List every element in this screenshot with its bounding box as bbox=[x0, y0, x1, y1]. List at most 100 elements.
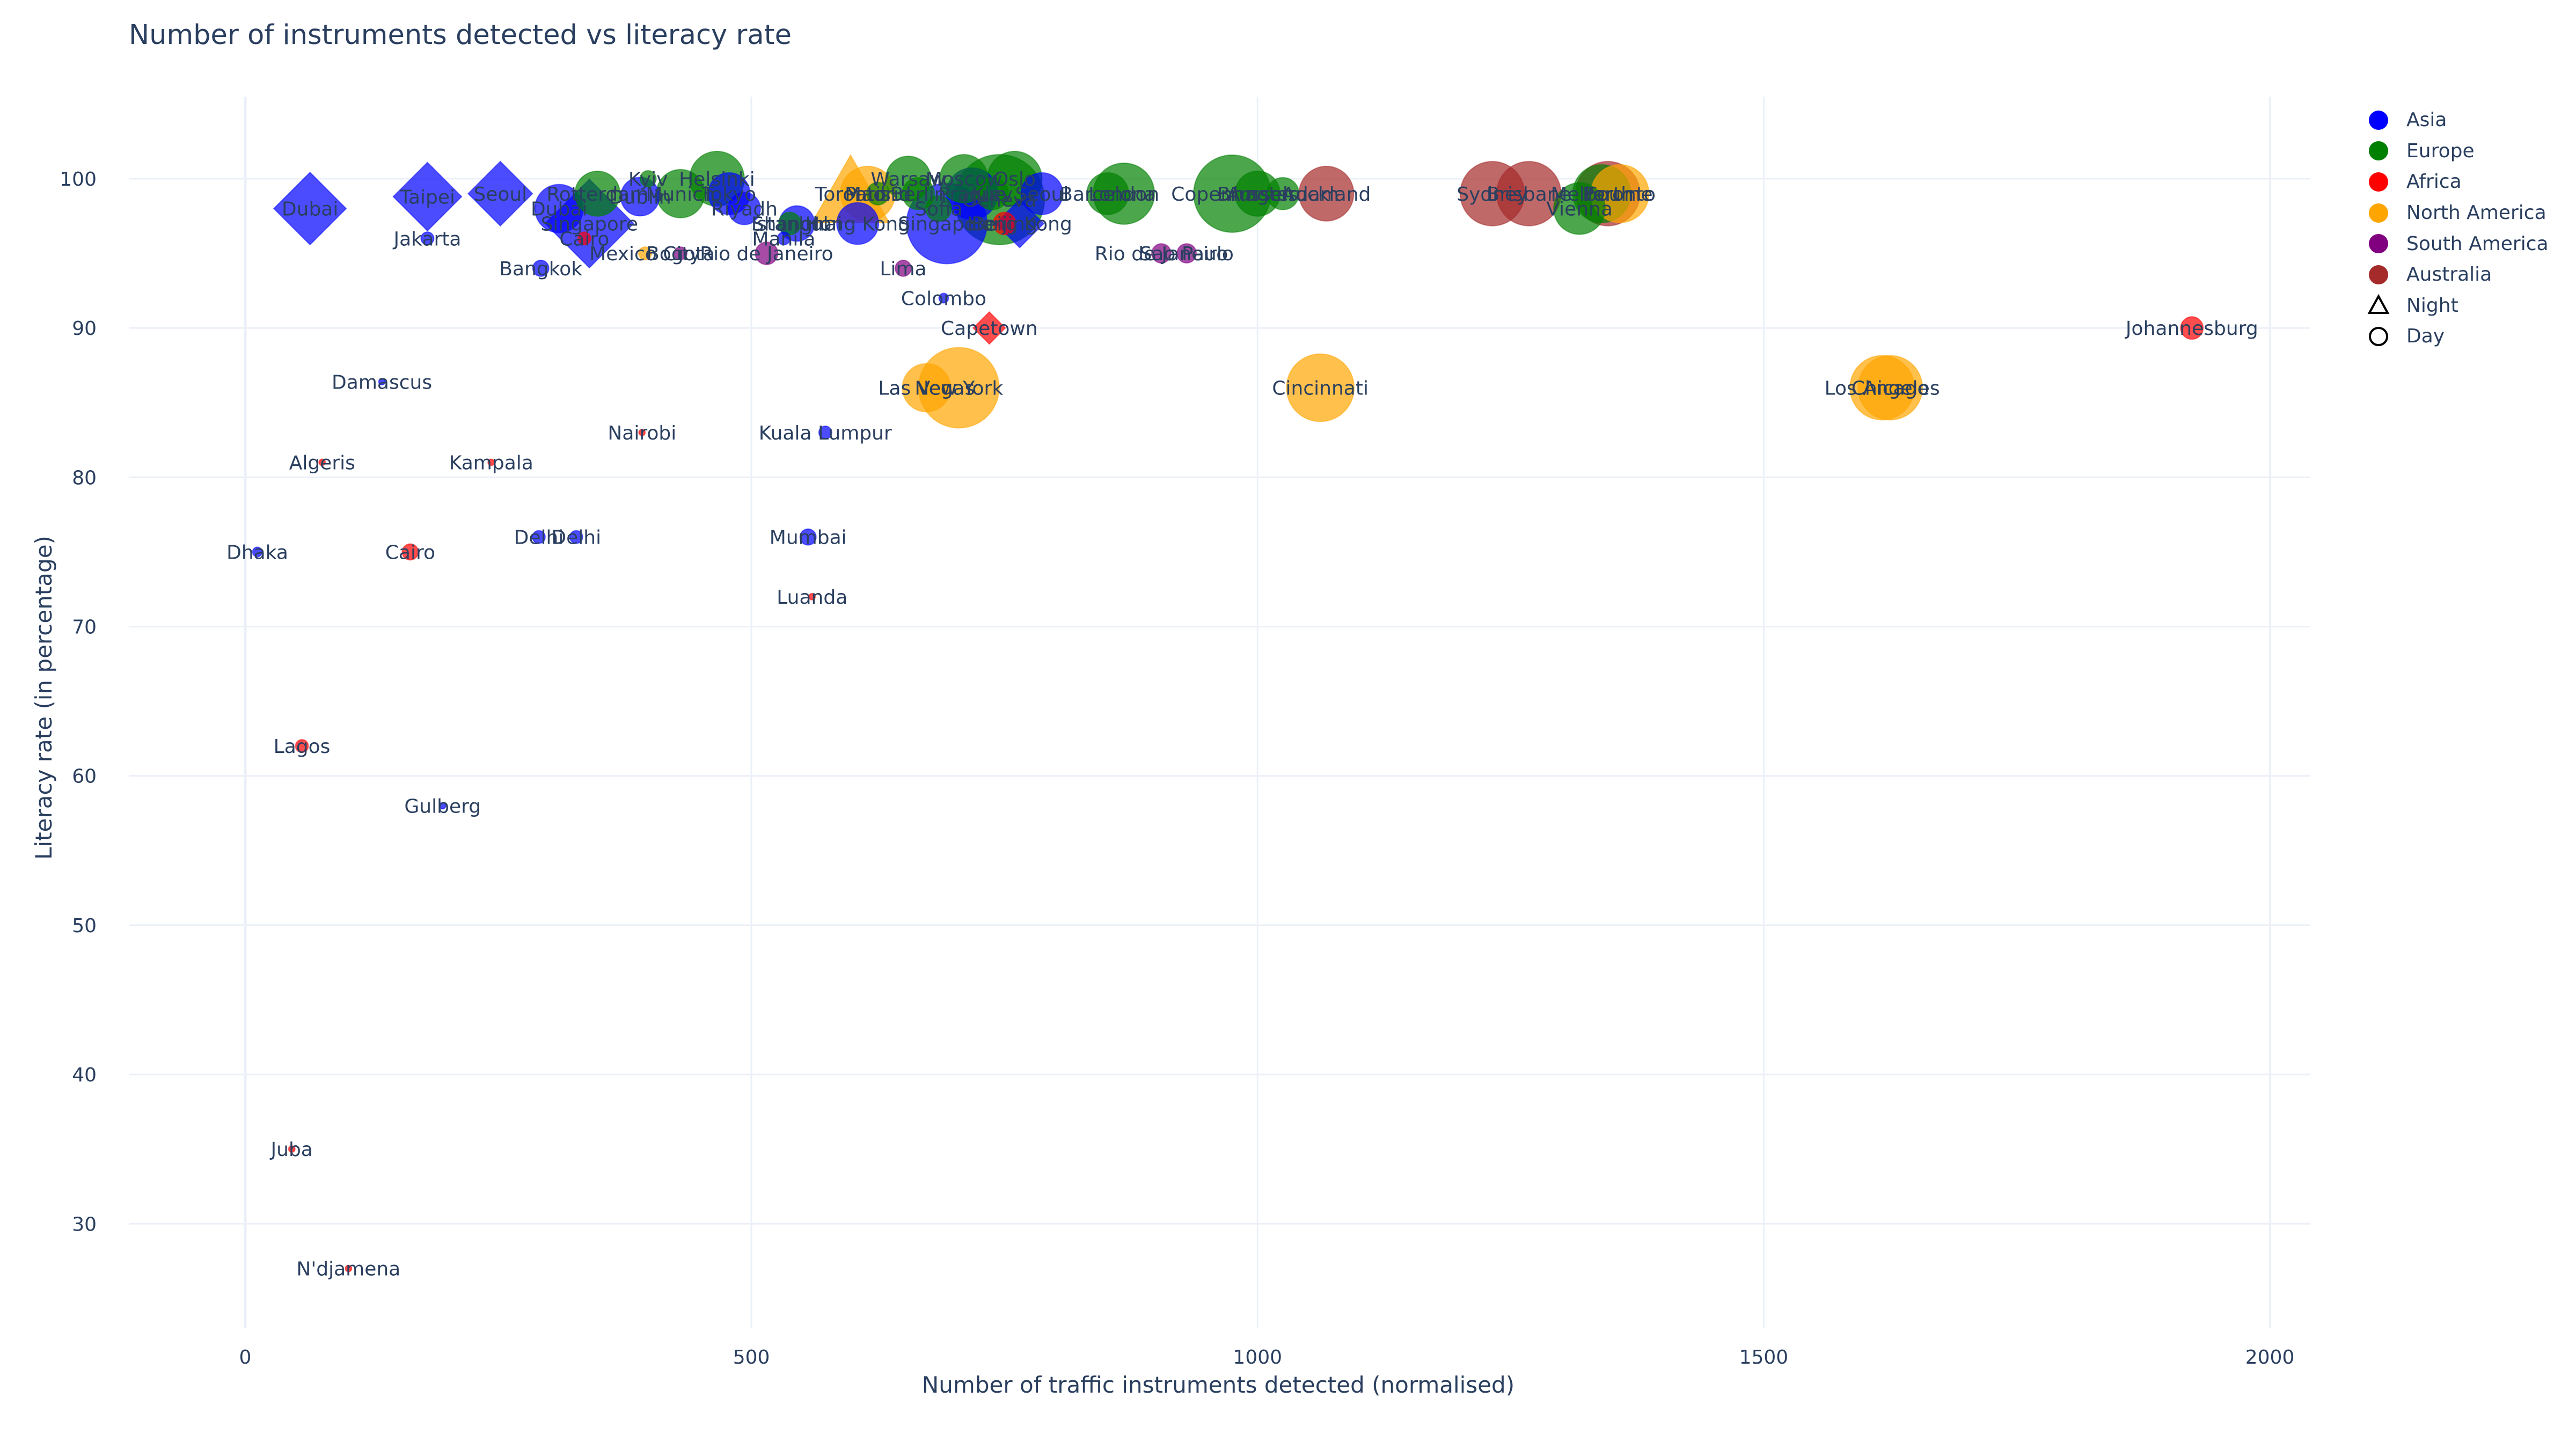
point-dubai-marker[interactable] bbox=[273, 171, 347, 246]
point-lagos-marker[interactable] bbox=[295, 739, 309, 753]
point-label-dhaka: Dhaka bbox=[226, 541, 288, 564]
point-label-dubai: Dubai bbox=[282, 199, 338, 221]
point-label-lima: Lima bbox=[880, 258, 926, 280]
point-johannesburg-marker[interactable] bbox=[2180, 316, 2204, 340]
point-istanbul-marker[interactable] bbox=[778, 211, 802, 236]
point-label-perth: Perth bbox=[1583, 184, 1633, 206]
point-label-rotterdam: Rotterdam bbox=[546, 184, 648, 206]
point-manila-marker[interactable] bbox=[777, 231, 791, 246]
point-damascus-marker[interactable] bbox=[378, 378, 386, 386]
point-cairo-marker[interactable] bbox=[577, 231, 591, 246]
point-label-melbourne: Melbourne bbox=[1551, 184, 1653, 206]
point-kuala-lumpur-marker[interactable] bbox=[818, 425, 832, 440]
point-bangkok-marker[interactable] bbox=[532, 259, 550, 277]
legend-item-north-america[interactable]: North America bbox=[2367, 197, 2549, 229]
point-label-mexico-city: Mexico City bbox=[589, 243, 701, 265]
point-beijing-marker[interactable] bbox=[992, 211, 1016, 236]
point-label-cairo: Cairo bbox=[559, 228, 609, 250]
point-label-manila: Manila bbox=[752, 228, 815, 250]
point-capetown-marker[interactable] bbox=[972, 311, 1006, 345]
point-kiev-marker[interactable] bbox=[976, 177, 1009, 210]
chart-title: Number of instruments detected vs litera… bbox=[129, 19, 792, 51]
legend-item-europe[interactable]: Europe bbox=[2367, 136, 2549, 167]
point-dhaka-marker[interactable] bbox=[252, 546, 263, 558]
point-algeris-marker[interactable] bbox=[318, 458, 326, 466]
y-tick-label: 60 bbox=[72, 766, 97, 788]
point-chicago-marker[interactable] bbox=[1857, 355, 1923, 421]
point-label-damascus: Damascus bbox=[332, 371, 432, 393]
legend-label: Day bbox=[2406, 325, 2445, 348]
point-mumbai-marker[interactable] bbox=[799, 528, 817, 546]
legend-item-asia[interactable]: Asia bbox=[2367, 105, 2549, 136]
point-label-oslo: Oslo bbox=[993, 169, 1036, 191]
point-gulberg-marker[interactable] bbox=[438, 802, 447, 810]
point-label-jakarta: Jakarta bbox=[392, 228, 461, 250]
point-label-n-djamena: N'djamena bbox=[296, 1258, 400, 1280]
point-lima-marker[interactable] bbox=[895, 259, 912, 277]
point-mexico-city-marker[interactable] bbox=[638, 246, 653, 261]
circle-icon bbox=[2367, 232, 2390, 255]
point-rio-de-janeiro-marker[interactable] bbox=[755, 241, 779, 266]
point-label-sydney: Sydney bbox=[1457, 184, 1528, 206]
point-kyiv-marker[interactable] bbox=[639, 170, 657, 187]
point-delhi-marker[interactable] bbox=[569, 530, 583, 544]
y-tick-label: 100 bbox=[60, 169, 97, 191]
point-seoul-marker[interactable] bbox=[467, 160, 533, 227]
point-label-dublin: Dublin bbox=[609, 186, 671, 208]
point-label-cincinnati: Cincinnati bbox=[1272, 377, 1368, 399]
point-label-sao-paulo: Sao Paulo bbox=[1139, 243, 1233, 265]
point-label-rio-de-janeiro: Rio de Janeiro bbox=[1095, 243, 1228, 265]
point-rio-de-janeiro-marker[interactable] bbox=[1151, 243, 1172, 264]
point-rotterdam-marker[interactable] bbox=[574, 170, 621, 217]
legend-item-night[interactable]: Night bbox=[2367, 290, 2549, 321]
point-delhi-marker[interactable] bbox=[531, 530, 546, 544]
point-cairo-marker[interactable] bbox=[401, 543, 419, 561]
point-label-hong-kong: Hong Kong bbox=[967, 213, 1072, 235]
point-n-djamena-marker[interactable] bbox=[345, 1264, 353, 1272]
point-taipei-marker[interactable] bbox=[392, 162, 463, 232]
point-hong-kong-marker[interactable] bbox=[836, 202, 880, 245]
x-tick-label: 1500 bbox=[1739, 1346, 1789, 1368]
legend-item-australia[interactable]: Australia bbox=[2367, 259, 2549, 290]
triangle-icon bbox=[2367, 294, 2390, 317]
point-sao-paulo-marker[interactable] bbox=[1176, 243, 1197, 264]
point-label-gulberg: Gulberg bbox=[404, 795, 481, 817]
point-sofia-marker[interactable] bbox=[925, 195, 953, 222]
point-label-beijing: Beijing bbox=[971, 213, 1037, 235]
point-kampala-marker[interactable] bbox=[487, 458, 495, 466]
point-vienna-marker[interactable] bbox=[1553, 182, 1606, 235]
point-amsterdam-marker[interactable] bbox=[1266, 177, 1300, 210]
point-cincinnati-marker[interactable] bbox=[1286, 353, 1355, 422]
point-label-taipei: Taipei bbox=[399, 186, 455, 208]
point-jakarta-marker[interactable] bbox=[420, 231, 435, 246]
point-label-brussels: Brussels bbox=[1217, 184, 1298, 206]
legend[interactable]: Asia Europe Africa North America South Ameri… bbox=[2367, 105, 2549, 352]
legend-item-africa[interactable]: Africa bbox=[2367, 166, 2549, 197]
point-label-tokyo: Tokyo bbox=[701, 184, 756, 206]
point-las-vegas-marker[interactable] bbox=[902, 363, 952, 413]
point-juba-marker[interactable] bbox=[288, 1145, 296, 1153]
point-luanda-marker[interactable] bbox=[808, 592, 816, 601]
legend-label: Europe bbox=[2406, 140, 2475, 162]
point-seoul-marker[interactable] bbox=[1020, 172, 1064, 215]
legend-item-south-america[interactable]: South America bbox=[2367, 228, 2549, 259]
legend-label: South America bbox=[2406, 232, 2549, 255]
point-riyadh-marker[interactable] bbox=[727, 192, 761, 225]
point-label-singapore: Singapore bbox=[540, 213, 638, 235]
point-nairobi-marker[interactable] bbox=[638, 428, 646, 436]
point-label-colombo: Colombo bbox=[901, 288, 986, 310]
point-label-warsaw: Warsaw bbox=[870, 169, 946, 191]
point-label-los-angeles: Los Angeles bbox=[1825, 377, 1940, 399]
point-madrid-marker[interactable] bbox=[866, 181, 890, 206]
point-label-moscow: Moscow bbox=[926, 169, 1002, 191]
point-colombo-marker[interactable] bbox=[938, 292, 949, 304]
point-label-delhi: Delhi bbox=[514, 527, 564, 549]
legend-label: Night bbox=[2406, 294, 2458, 317]
point-bogota-marker[interactable] bbox=[674, 246, 688, 261]
point-berlin-marker[interactable] bbox=[902, 177, 935, 210]
point-barcelona-marker[interactable] bbox=[1086, 172, 1130, 215]
data-points[interactable] bbox=[252, 151, 2204, 1272]
point-label-bangkok: Bangkok bbox=[499, 258, 582, 280]
point-label-brisbane: Brisbane bbox=[1487, 184, 1571, 206]
legend-item-day[interactable]: Day bbox=[2367, 321, 2549, 352]
